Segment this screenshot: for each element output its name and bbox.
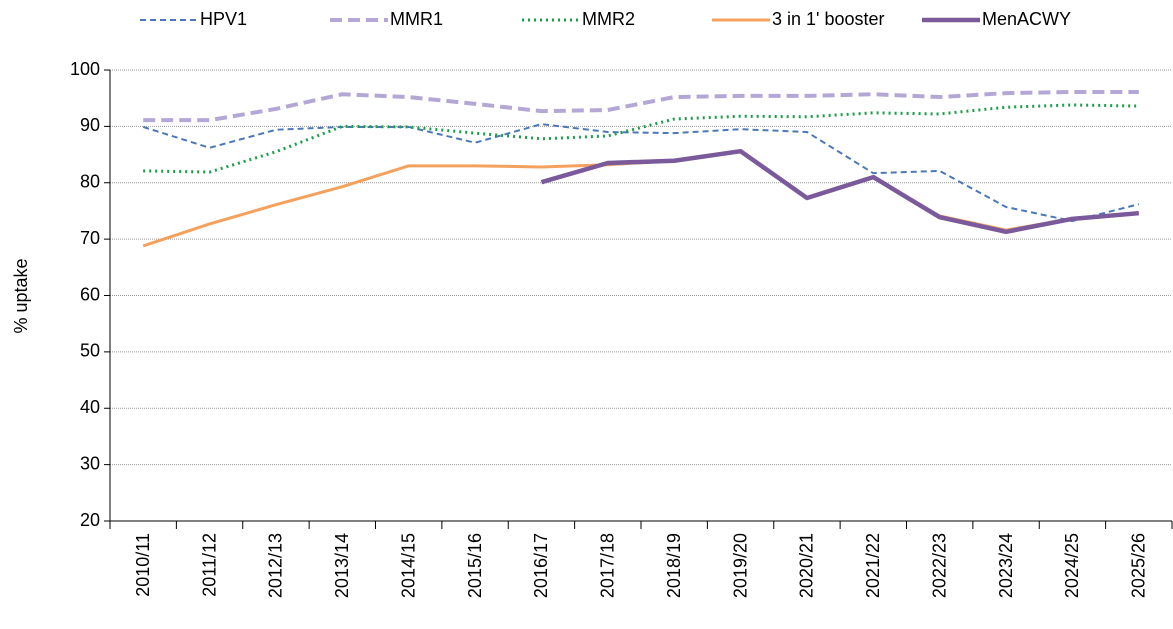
- y-tick-label: 100: [70, 59, 100, 79]
- y-tick-label: 90: [80, 115, 100, 135]
- x-tick-label: 2019/20: [730, 533, 750, 598]
- x-tick-label: 2015/16: [465, 533, 485, 598]
- y-tick-label: 50: [80, 341, 100, 361]
- y-axis-label: % uptake: [11, 258, 31, 333]
- x-tick-label: 2018/19: [664, 533, 684, 598]
- x-tick-label: 2014/15: [398, 533, 418, 598]
- y-tick-label: 20: [80, 510, 100, 530]
- legend-label: HPV1: [200, 9, 247, 29]
- x-tick-label: 2011/12: [199, 533, 219, 597]
- x-tick-label: 2012/13: [266, 533, 286, 598]
- legend-label: MMR1: [390, 9, 443, 29]
- x-tick-label: 2013/14: [332, 533, 352, 598]
- y-tick-label: 80: [80, 172, 100, 192]
- x-tick-label: 2024/25: [1062, 533, 1082, 598]
- x-tick-label: 2023/24: [996, 533, 1016, 598]
- x-tick-label: 2025/26: [1129, 533, 1149, 598]
- series-line: [540, 148, 1140, 235]
- series-line: [142, 123, 1140, 223]
- x-tick-label: 2010/11: [133, 533, 153, 597]
- x-tick-label: 2021/22: [863, 533, 883, 598]
- legend-label: MenACWY: [982, 9, 1071, 29]
- x-tick-label: 2020/21: [797, 533, 817, 598]
- y-tick-label: 30: [80, 453, 100, 473]
- legend-label: 3 in 1' booster: [772, 9, 885, 29]
- series-line: [142, 150, 1139, 248]
- x-tick-label: 2017/18: [598, 533, 618, 598]
- y-tick-label: 40: [80, 397, 100, 417]
- y-tick-label: 70: [80, 228, 100, 248]
- y-tick-label: 60: [80, 284, 100, 304]
- legend-label: MMR2: [582, 9, 635, 29]
- x-tick-label: 2016/17: [531, 533, 551, 598]
- x-tick-label: 2022/23: [929, 533, 949, 598]
- series-line: [143, 89, 1139, 123]
- series-line: [143, 103, 1139, 174]
